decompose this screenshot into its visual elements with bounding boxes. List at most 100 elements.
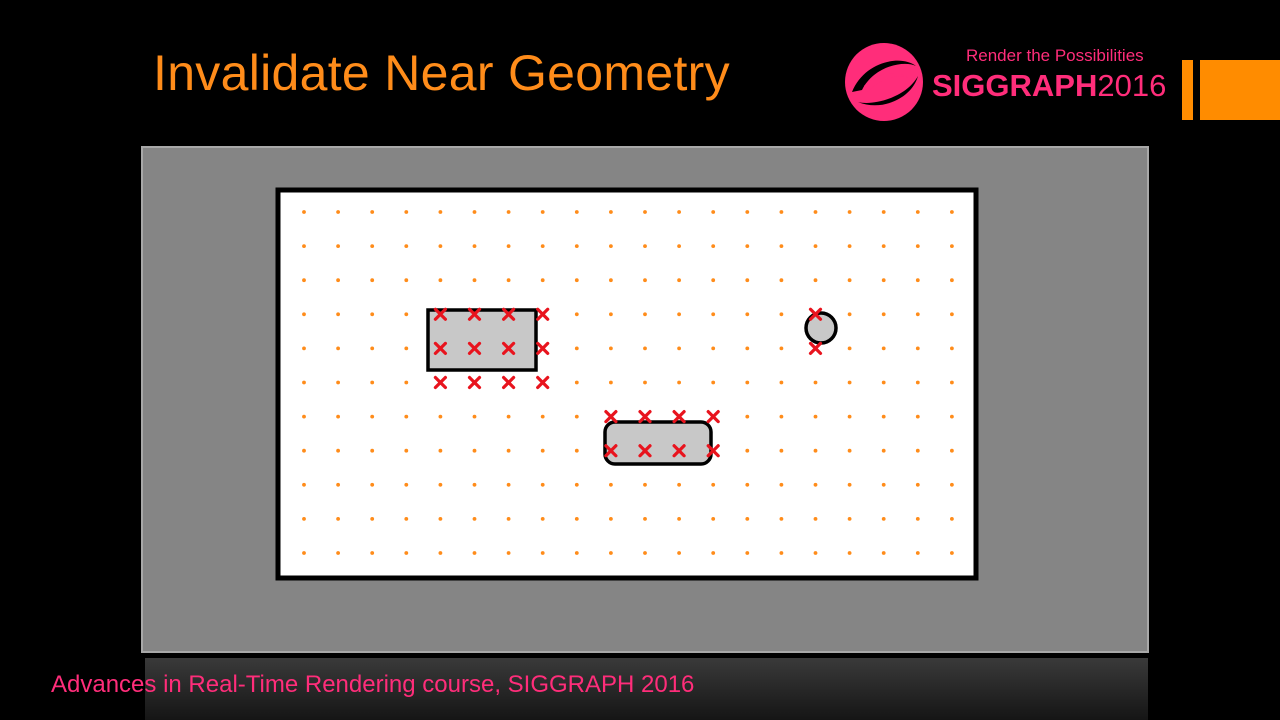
probe-dot bbox=[574, 346, 579, 351]
probe-dot bbox=[813, 380, 818, 385]
probe-dot bbox=[881, 551, 886, 555]
invalidated-probe-marker bbox=[604, 444, 618, 458]
probe-dot bbox=[370, 414, 375, 419]
invalidated-probe-marker bbox=[502, 375, 516, 390]
probe-dot bbox=[847, 551, 852, 555]
probe-dot bbox=[506, 278, 511, 283]
probe-dot bbox=[472, 244, 477, 249]
probe-dot bbox=[302, 414, 306, 419]
probe-dot bbox=[881, 448, 886, 453]
probe-dot bbox=[643, 210, 647, 214]
probe-dot bbox=[745, 551, 750, 555]
slide-title: Invalidate Near Geometry bbox=[153, 45, 730, 101]
probe-dot bbox=[881, 380, 886, 385]
probe-dot bbox=[813, 244, 818, 249]
probe-dot bbox=[745, 278, 750, 283]
probe-dot bbox=[404, 551, 409, 555]
rounded-rect-obstacle bbox=[603, 420, 713, 466]
probe-dot bbox=[574, 312, 579, 317]
probe-dot bbox=[813, 448, 818, 453]
probe-dot bbox=[643, 346, 647, 351]
probe-dot bbox=[506, 482, 511, 487]
probe-dot bbox=[302, 482, 306, 487]
probe-dot bbox=[950, 448, 954, 453]
probe-dot bbox=[404, 210, 409, 214]
invalidated-probe-marker bbox=[808, 307, 823, 321]
probe-dot bbox=[404, 380, 409, 385]
probe-dot bbox=[881, 278, 886, 283]
probe-dot bbox=[540, 517, 545, 521]
probe-dot bbox=[404, 312, 409, 317]
invalidated-probe-marker bbox=[536, 375, 550, 390]
probe-dot bbox=[950, 244, 954, 249]
probe-dot bbox=[847, 448, 852, 453]
probe-dot bbox=[370, 482, 375, 487]
probe-dot bbox=[950, 312, 954, 317]
probe-dot bbox=[915, 482, 920, 487]
probe-dot bbox=[574, 517, 579, 521]
probe-dot bbox=[847, 278, 852, 283]
probe-dot bbox=[540, 482, 545, 487]
probe-dot bbox=[745, 448, 750, 453]
probe-dot bbox=[847, 346, 852, 351]
probe-dot bbox=[438, 244, 443, 249]
logo-brand: SIGGRAPH bbox=[932, 68, 1098, 103]
probe-dot bbox=[609, 210, 613, 214]
probe-dot bbox=[711, 517, 716, 521]
accent-bar-small bbox=[1182, 60, 1193, 120]
probe-dot bbox=[779, 312, 784, 317]
probe-dot bbox=[302, 517, 306, 521]
probe-dot bbox=[779, 210, 784, 214]
probe-dot bbox=[950, 414, 954, 419]
probe-dot bbox=[745, 346, 750, 351]
probe-dot bbox=[881, 414, 886, 419]
probe-dot bbox=[506, 414, 511, 419]
scene-canvas bbox=[275, 187, 979, 581]
probe-dot bbox=[950, 210, 954, 214]
probe-dot bbox=[506, 448, 511, 453]
probe-dot bbox=[677, 312, 681, 317]
probe-dot bbox=[881, 244, 886, 249]
probe-dot bbox=[950, 380, 954, 385]
probe-dot bbox=[336, 380, 340, 385]
probe-dot bbox=[779, 517, 784, 521]
probe-dot bbox=[302, 448, 306, 453]
probe-dot bbox=[915, 210, 920, 214]
invalidated-probe-marker bbox=[536, 307, 550, 321]
probe-dot bbox=[574, 551, 579, 555]
probe-dot bbox=[302, 380, 306, 385]
probe-dot bbox=[404, 346, 409, 351]
probe-dot bbox=[950, 517, 954, 521]
probe-dot bbox=[370, 551, 375, 555]
probe-dot bbox=[915, 312, 920, 317]
probe-dot bbox=[847, 380, 852, 385]
probe-dot bbox=[336, 312, 340, 317]
probe-dot bbox=[847, 312, 852, 317]
probe-dot bbox=[677, 210, 681, 214]
probe-dot bbox=[404, 244, 409, 249]
probe-dot bbox=[677, 244, 681, 249]
probe-dot bbox=[336, 448, 340, 453]
probe-dot bbox=[609, 517, 613, 521]
probe-dot bbox=[643, 244, 647, 249]
probe-dot bbox=[915, 551, 920, 555]
invalidated-probe-marker bbox=[638, 410, 652, 424]
probe-dot bbox=[404, 278, 409, 283]
probe-dot bbox=[302, 210, 306, 214]
probe-dot bbox=[881, 482, 886, 487]
probe-dot bbox=[336, 551, 340, 555]
probe-dot bbox=[915, 414, 920, 419]
probe-dot bbox=[643, 517, 647, 521]
probe-dot bbox=[779, 448, 784, 453]
probe-dot bbox=[336, 482, 340, 487]
probe-dot bbox=[711, 210, 716, 214]
probe-dot bbox=[472, 414, 477, 419]
probe-dot bbox=[438, 517, 443, 521]
probe-dot bbox=[677, 551, 681, 555]
probe-dot bbox=[915, 346, 920, 351]
probe-dot bbox=[779, 482, 784, 487]
probe-dot bbox=[404, 414, 409, 419]
probe-dot bbox=[847, 517, 852, 521]
probe-dot bbox=[745, 244, 750, 249]
